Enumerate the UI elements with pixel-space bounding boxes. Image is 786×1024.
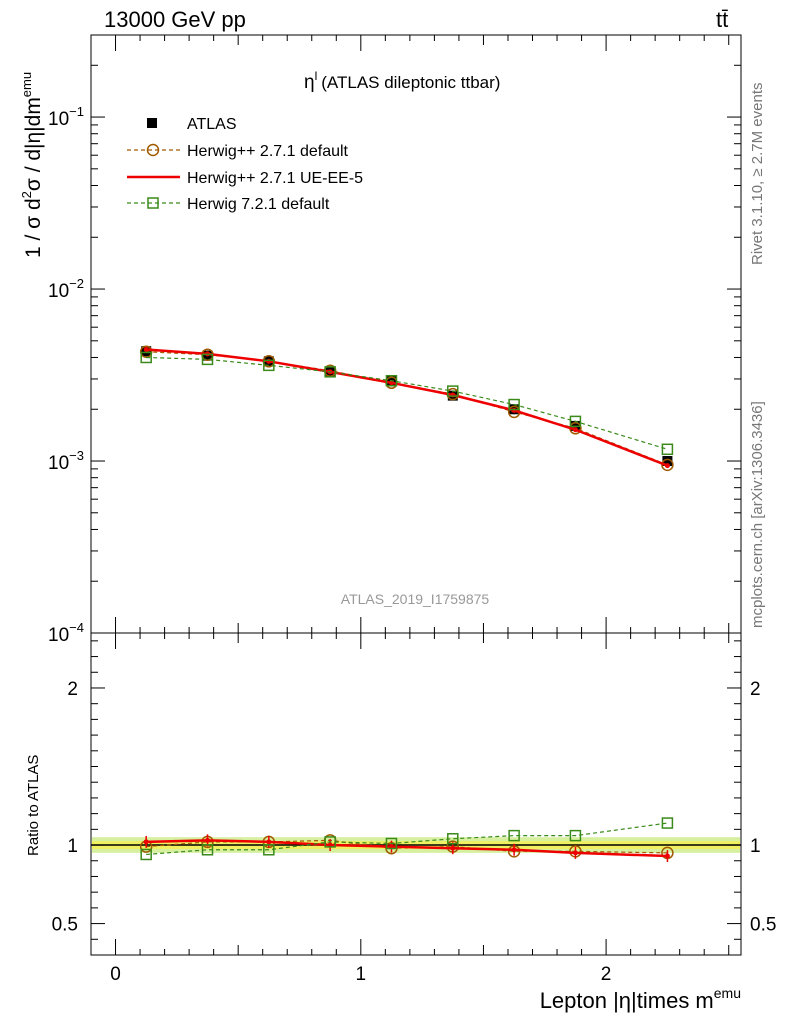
point-herwig_ueee5: [511, 407, 517, 413]
y-tick-label: 10−2: [48, 276, 84, 302]
ratio-point-herwig7: [324, 836, 336, 848]
energy-label: 13000 GeV pp: [104, 7, 246, 32]
ratio-axis-ticks: 0.5 0.5 1 1 2 2 0 1 2: [52, 633, 776, 985]
point-herwig_ueee5: [572, 427, 578, 433]
ratio-point-herwig7: [661, 817, 674, 829]
plot-title: ηl (ATLAS dileptonic ttbar): [304, 69, 500, 93]
ratio-point-herwig7: [140, 848, 152, 861]
series-line-herwig7: [146, 356, 668, 450]
ratio-ylabel: Ratio to ATLAS: [25, 755, 42, 856]
ratio-series: [139, 817, 674, 863]
rivet-label: Rivet 3.1.10, ≥ 2.7M events: [749, 83, 766, 266]
ratio-uncertainty-band: [91, 837, 741, 853]
point-herwig7: [324, 366, 336, 378]
ratio-point-herwig_ueee5: [266, 839, 272, 845]
point-herwig7: [201, 353, 214, 366]
point-herwig7: [140, 351, 152, 364]
point-herwig7: [508, 398, 520, 411]
point-herwig7: [661, 443, 674, 456]
ratio-point-herwig_ueee5: [664, 853, 670, 859]
legend-marker-herwig7: [147, 197, 159, 209]
ratio-plot-frame: [90, 632, 742, 956]
legend-label-herwig-ueee5: Herwig++ 2.7.1 UE-EE-5: [187, 170, 363, 187]
point-herwig7: [385, 374, 398, 387]
x-tick-label: 0: [110, 964, 121, 985]
legend: ATLAS Herwig++ 2.7.1 default Herwig++ 2.…: [127, 116, 363, 213]
y-tick-label: 10−3: [48, 448, 84, 474]
process-label: tt̄: [716, 7, 728, 32]
y-tick-label: 10−1: [48, 104, 84, 130]
point-herwig_ueee5: [266, 358, 272, 364]
point-herwig_ueee5: [664, 463, 670, 469]
ratio-y-tick-label: 2: [67, 679, 78, 700]
ratio-y-tick-label: 1: [67, 836, 78, 857]
ratio-point-herwig7: [447, 833, 459, 845]
ratio-point-herwig_ueee5: [205, 837, 211, 843]
ratio-y-tick-label-right: 1: [750, 836, 761, 857]
ratio-point-herwig_ueee5: [572, 850, 578, 856]
main-series: [139, 345, 674, 472]
x-tick-label: 1: [356, 964, 367, 985]
ratio-point-herwig7: [385, 837, 398, 850]
ratio-point-herwig7: [508, 829, 520, 842]
legend-marker-atlas: [147, 118, 157, 128]
ratio-point-herwig_ueee5: [511, 847, 517, 853]
y-tick-label: 10−4: [48, 620, 84, 646]
ratio-y-tick-label-right: 0.5: [750, 915, 776, 936]
ratio-y-tick-label-right: 2: [750, 679, 761, 700]
legend-label-atlas: ATLAS: [187, 116, 237, 133]
legend-label-herwig7: Herwig 7.2.1 default: [187, 196, 330, 213]
ratio-point-herwig_ueee5: [143, 839, 149, 845]
point-herwig_ueee5: [143, 347, 149, 353]
point-herwig7: [569, 415, 582, 428]
ratio-point-herwig_ueee5: [450, 845, 456, 851]
ratio-point-herwig7: [569, 829, 582, 842]
legend-label-herwig-default: Herwig++ 2.7.1 default: [187, 143, 349, 160]
point-herwig_default: [661, 458, 674, 472]
analysis-watermark: ATLAS_2019_I1759875: [341, 591, 490, 607]
legend-marker-herwig-default: [146, 143, 160, 157]
xlabel: Lepton |η|times memu: [540, 985, 741, 1013]
mcplots-label: mcplots.cern.ch [arXiv:1306.3436]: [749, 401, 766, 628]
point-herwig7: [263, 359, 275, 372]
main-ylabel: 1 / σ d2σ / d|η|dmemu: [19, 72, 45, 258]
ratio-point-herwig7: [263, 844, 275, 856]
ratio-point-herwig7: [201, 844, 214, 856]
x-tick-label: 2: [601, 964, 612, 985]
point-herwig7: [447, 385, 459, 397]
point-data: [662, 456, 673, 467]
ratio-line-herwig7: [146, 822, 668, 856]
ratio-y-tick-label: 0.5: [52, 915, 78, 936]
main-axis-ticks: 10−1 10−2 10−3 10−4: [48, 34, 741, 646]
